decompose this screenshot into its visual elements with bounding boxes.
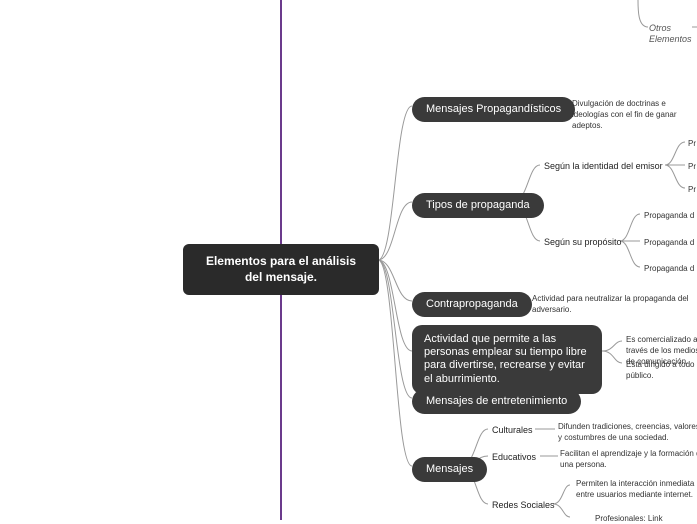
tipos-propaganda-label: Tipos de propaganda xyxy=(426,199,530,211)
node-tipos-propaganda[interactable]: Tipos de propaganda xyxy=(412,193,544,218)
node-mensajes[interactable]: Mensajes xyxy=(412,457,487,482)
sub-identidad-c2: Pr xyxy=(688,161,696,172)
actividad-c2: Está dirigido a todo público. xyxy=(626,359,697,381)
node-contrapropaganda[interactable]: Contrapropaganda xyxy=(412,292,532,317)
sub-identidad-emisor: Según la identidad del emisor xyxy=(544,161,663,172)
root-node[interactable]: Elementos para el análisis del mensaje. xyxy=(183,244,379,295)
sub-identidad-c3: Pr xyxy=(688,184,696,195)
actividad-label: Actividad que permite a las personas emp… xyxy=(424,333,587,385)
sub-identidad-c1: Pr xyxy=(688,138,696,149)
node-propagandisticos[interactable]: Mensajes Propagandísticos xyxy=(412,97,575,122)
sub-proposito-c2: Propaganda d xyxy=(644,237,694,248)
culturales-desc: Difunden tradiciones, creencias, valores… xyxy=(558,421,697,443)
node-actividad[interactable]: Actividad que permite a las personas emp… xyxy=(412,325,602,394)
otros-elementos: Otros Elementos xyxy=(649,23,697,45)
sub-culturales: Culturales xyxy=(492,425,533,436)
educativos-desc: Facilitan el aprendizaje y la formación … xyxy=(560,448,697,470)
entretenimiento-label: Mensajes de entretenimiento xyxy=(426,395,567,407)
contrapropaganda-label: Contrapropaganda xyxy=(426,298,518,310)
sub-proposito-c1: Propaganda d xyxy=(644,210,694,221)
mensajes-label: Mensajes xyxy=(426,463,473,475)
node-entretenimiento[interactable]: Mensajes de entretenimiento xyxy=(412,389,581,414)
sub-educativos: Educativos xyxy=(492,452,536,463)
root-label: Elementos para el análisis del mensaje. xyxy=(206,254,356,284)
contrapropaganda-desc: Actividad para neutralizar la propaganda… xyxy=(532,293,697,315)
redes-prof: Profesionales: Link xyxy=(595,513,663,524)
sub-proposito-c3: Propaganda d xyxy=(644,263,694,274)
propagandisticos-label: Mensajes Propagandísticos xyxy=(426,103,561,115)
redes-desc: Permiten la interacción inmediata entre … xyxy=(576,478,697,500)
propagandisticos-desc: Divulgación de doctrinas e ideologías co… xyxy=(572,98,697,130)
sub-redes: Redes Sociales xyxy=(492,500,555,511)
sub-proposito: Según su propósito xyxy=(544,237,622,248)
